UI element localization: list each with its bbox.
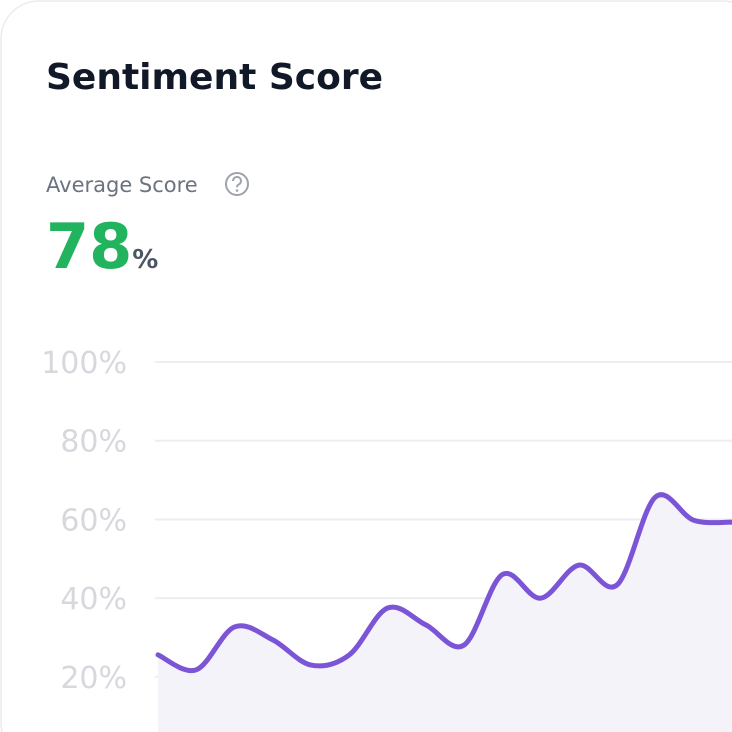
y-tick-label: 100% xyxy=(41,346,127,381)
help-icon[interactable] xyxy=(225,172,249,196)
area xyxy=(158,494,732,732)
line xyxy=(155,492,732,674)
chart-title: Sentiment Score xyxy=(46,57,383,98)
stat-value: 78 xyxy=(46,210,132,283)
plot: 20% 40% 60% 80% 100% xyxy=(41,346,732,732)
stat-label: Average Score xyxy=(46,173,198,197)
stat-unit: % xyxy=(132,245,158,275)
y-tick-label: 80% xyxy=(60,425,127,460)
y-tick-label: 20% xyxy=(60,661,127,696)
stat: 78% xyxy=(46,210,158,283)
y-tick-label: 60% xyxy=(60,503,127,538)
y-tick-label: 40% xyxy=(60,582,127,617)
